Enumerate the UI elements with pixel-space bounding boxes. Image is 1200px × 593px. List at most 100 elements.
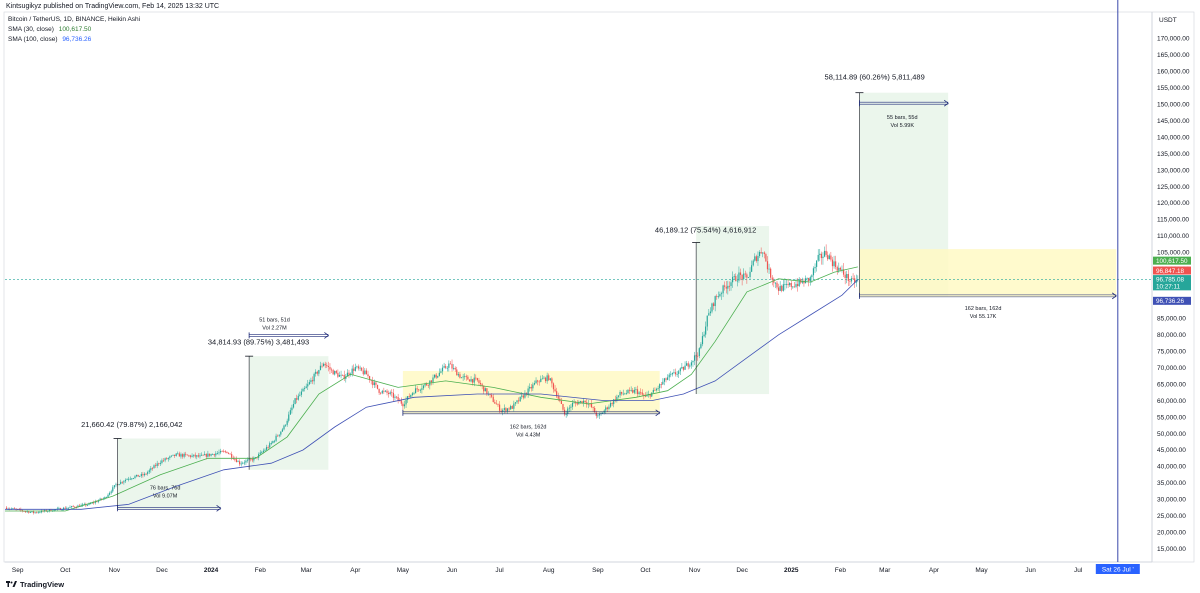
range-3: 55 bars, 55d Vol 5.99K	[859, 99, 949, 129]
candle-down	[562, 404, 564, 410]
candle-down	[468, 379, 471, 382]
x-tick-label: Jul	[1074, 567, 1083, 574]
candle-down	[724, 285, 726, 287]
candle-up	[667, 377, 669, 380]
sma100-value: 96,736.26	[62, 36, 92, 43]
candle-down	[590, 403, 593, 408]
candle-down	[475, 377, 477, 379]
candle-down	[418, 389, 420, 391]
candle-up	[679, 368, 681, 372]
x-tick-label: Aug	[543, 567, 555, 574]
candle-down	[361, 367, 363, 371]
cursor-date-text: Sat 26 Jul '	[1102, 567, 1134, 574]
candle-up	[254, 457, 257, 458]
range-bars-label: 55 bars, 55d	[887, 115, 918, 121]
candle-down	[746, 274, 748, 278]
candle-down	[324, 363, 326, 366]
candle-up	[779, 285, 781, 291]
candle-down	[511, 406, 513, 409]
candle-up	[822, 256, 824, 259]
candle-up	[83, 504, 85, 505]
candle-up	[782, 284, 784, 291]
candle-down	[486, 388, 488, 395]
candle-up	[801, 280, 803, 283]
symbol-line[interactable]: Bitcoin / TetherUS, 1D, BINANCE, Heikin …	[8, 16, 141, 23]
sma30-legend[interactable]: SMA (30, close) 100,617.50	[8, 25, 140, 35]
candle-up	[817, 254, 819, 261]
candle-up	[749, 271, 751, 278]
candle-up	[754, 256, 756, 261]
candle-down	[576, 402, 578, 405]
candle-up	[55, 509, 57, 511]
y-tick-label: 75,000.00	[1157, 348, 1186, 355]
candle-down	[227, 453, 230, 454]
candle-down	[796, 284, 799, 287]
y-tick-label: 140,000.00	[1157, 134, 1190, 141]
candle-up	[582, 400, 585, 404]
candle-down	[844, 274, 846, 279]
candle-down	[554, 389, 556, 392]
candle-down	[560, 400, 563, 405]
candle-up	[617, 395, 620, 397]
candle-up	[394, 396, 396, 398]
candle-down	[739, 272, 742, 275]
candle-down	[188, 455, 190, 457]
price-tag-text: 100,617.50	[1156, 258, 1188, 265]
candle-down	[584, 400, 586, 403]
candle-up	[373, 382, 375, 386]
candle-up	[305, 386, 307, 389]
candle-down	[205, 454, 207, 457]
y-tick-label: 115,000.00	[1157, 217, 1189, 224]
candle-up	[113, 485, 115, 488]
candle-down	[781, 285, 783, 291]
candle-up	[567, 408, 569, 415]
candle-up	[850, 278, 853, 282]
x-tick-label: Oct	[640, 567, 650, 574]
candle-up	[177, 453, 179, 455]
candle-down	[189, 455, 192, 457]
candle-down	[32, 511, 35, 513]
candle-down	[378, 388, 380, 393]
candle-up	[448, 363, 450, 368]
candle-up	[308, 382, 310, 385]
price-tag-bg	[1153, 256, 1191, 265]
candle-up	[464, 376, 466, 378]
candle-up	[94, 501, 96, 503]
candle-up	[570, 406, 572, 408]
candle-up	[291, 407, 293, 411]
candle-down	[518, 400, 520, 402]
candle-up	[129, 478, 131, 480]
sma100-legend[interactable]: SMA (100, close) 96,736.26	[8, 35, 140, 45]
candle-up	[736, 280, 738, 282]
range-bars-label: 51 bars, 51d	[259, 318, 290, 324]
range-arrow-head	[943, 99, 949, 107]
candle-down	[277, 435, 279, 437]
candle-up	[48, 509, 50, 511]
candle-up	[164, 458, 166, 461]
candle-down	[776, 282, 778, 288]
candle-down	[497, 404, 499, 406]
candle-up	[768, 268, 770, 270]
candle-down	[606, 407, 608, 409]
candle-down	[538, 381, 540, 383]
candle-up	[720, 293, 723, 295]
candle-up	[655, 388, 658, 391]
candle-down	[158, 463, 160, 465]
candle-down	[552, 383, 555, 390]
candle-up	[613, 399, 615, 405]
candle-up	[153, 465, 155, 469]
candle-up	[12, 508, 14, 510]
candle-up	[503, 408, 505, 410]
measurement-3: 58,114.89 (60.26%) 5,811,489	[825, 73, 925, 297]
candle-up	[789, 283, 791, 286]
candle-up	[270, 443, 272, 444]
candle-down	[849, 280, 851, 282]
candle-up	[299, 394, 301, 396]
candle-down	[654, 389, 656, 391]
candle-up	[196, 455, 198, 457]
x-tick-label: Mar	[301, 567, 313, 574]
tradingview-brand[interactable]: TradingView	[6, 580, 64, 589]
candle-down	[831, 259, 834, 267]
candle-down	[121, 481, 123, 483]
